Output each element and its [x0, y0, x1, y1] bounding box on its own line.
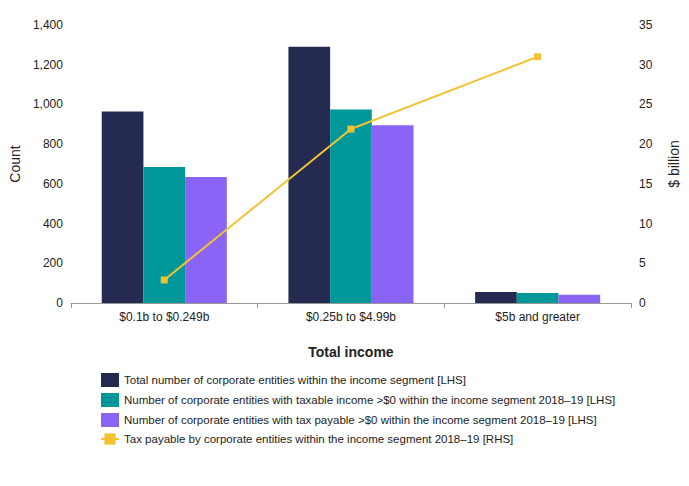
- svg-text:1,400: 1,400: [33, 18, 63, 32]
- svg-text:$ billion: $ billion: [666, 140, 682, 187]
- svg-text:10: 10: [639, 217, 653, 231]
- svg-text:15: 15: [639, 177, 653, 191]
- svg-text:30: 30: [639, 58, 653, 72]
- svg-text:400: 400: [43, 217, 63, 231]
- svg-text:0: 0: [56, 296, 63, 310]
- svg-text:600: 600: [43, 177, 63, 191]
- svg-text:200: 200: [43, 256, 63, 270]
- svg-text:20: 20: [639, 137, 653, 151]
- svg-text:800: 800: [43, 137, 63, 151]
- svg-text:$0.25b to $4.99b: $0.25b to $4.99b: [306, 310, 396, 324]
- svg-text:Tax payable by corporate entit: Tax payable by corporate entities within…: [124, 433, 513, 445]
- svg-text:$5b and greater: $5b and greater: [495, 310, 580, 324]
- svg-text:Count: Count: [7, 145, 23, 182]
- svg-text:0: 0: [639, 296, 646, 310]
- svg-text:Total income: Total income: [308, 344, 394, 360]
- svg-text:Number of corporate entities w: Number of corporate entities with taxabl…: [124, 394, 615, 406]
- svg-text:1,200: 1,200: [33, 58, 63, 72]
- svg-text:$0.1b to $0.249b: $0.1b to $0.249b: [119, 310, 209, 324]
- svg-text:5: 5: [639, 256, 646, 270]
- svg-text:1,000: 1,000: [33, 97, 63, 111]
- svg-text:35: 35: [639, 18, 653, 32]
- svg-text:Total number of corporate enti: Total number of corporate entities withi…: [124, 374, 466, 386]
- svg-text:Number of corporate entities w: Number of corporate entities with tax pa…: [124, 414, 597, 426]
- svg-text:25: 25: [639, 97, 653, 111]
